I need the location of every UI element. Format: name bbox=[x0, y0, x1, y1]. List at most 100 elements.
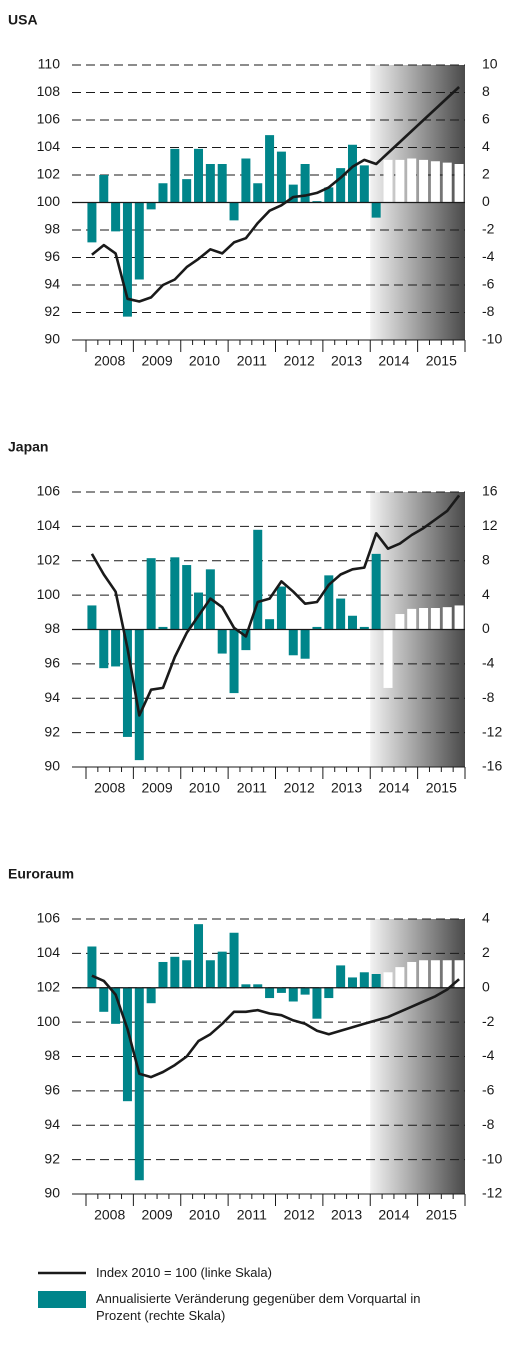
x-tick-label: 2008 bbox=[94, 353, 125, 369]
legend-bar-label: Annualisierte Veränderung gegenüber dem … bbox=[96, 1291, 421, 1323]
y-tick-label: 102 bbox=[37, 551, 61, 567]
y-tick-label: 104 bbox=[37, 517, 61, 533]
x-tick-label: 2013 bbox=[331, 1207, 362, 1223]
y2-tick-label: 10 bbox=[482, 56, 498, 72]
bar bbox=[395, 159, 405, 203]
y-tick-label: 94 bbox=[44, 689, 60, 705]
y-tick-label: 92 bbox=[44, 1150, 60, 1166]
bar bbox=[217, 951, 227, 988]
bar bbox=[205, 164, 215, 203]
bar bbox=[241, 158, 251, 203]
bar bbox=[336, 598, 346, 630]
y-tick-label: 90 bbox=[44, 1185, 60, 1201]
y2-tick-label: 8 bbox=[482, 83, 490, 99]
x-tick-label: 2011 bbox=[237, 353, 267, 369]
x-tick-label: 2011 bbox=[237, 1207, 267, 1223]
bar bbox=[288, 184, 298, 203]
bar bbox=[111, 629, 121, 667]
y2-tick-label: -6 bbox=[482, 276, 495, 292]
bar bbox=[265, 135, 275, 203]
bar bbox=[300, 629, 310, 659]
bar bbox=[347, 144, 357, 203]
y-tick-label: 110 bbox=[38, 56, 61, 72]
x-tick-label: 2010 bbox=[189, 1207, 220, 1223]
y2-tick-label: -4 bbox=[482, 655, 495, 671]
bar bbox=[442, 162, 452, 203]
y2-tick-label: 6 bbox=[482, 111, 490, 127]
x-tick-label: 2009 bbox=[141, 780, 172, 796]
bar bbox=[146, 558, 156, 630]
bar bbox=[229, 932, 239, 988]
bar bbox=[276, 987, 286, 993]
bar bbox=[87, 202, 97, 243]
y2-tick-label: -12 bbox=[482, 1185, 502, 1201]
bar bbox=[336, 168, 346, 203]
bar bbox=[430, 161, 440, 203]
y2-tick-label: -8 bbox=[482, 1116, 495, 1132]
bar bbox=[407, 961, 417, 988]
x-tick-label: 2010 bbox=[189, 780, 220, 796]
y2-tick-label: -4 bbox=[482, 248, 495, 264]
bar bbox=[182, 179, 192, 203]
bar bbox=[383, 972, 393, 988]
x-tick-label: 2014 bbox=[378, 1207, 409, 1223]
y-tick-label: 94 bbox=[44, 276, 60, 292]
bar bbox=[253, 529, 263, 630]
bar bbox=[359, 626, 369, 630]
bar bbox=[194, 924, 204, 988]
bar bbox=[276, 151, 286, 203]
y-tick-label: 98 bbox=[44, 1047, 60, 1063]
bar bbox=[158, 183, 168, 203]
bar bbox=[194, 148, 204, 203]
bar bbox=[182, 960, 192, 988]
x-tick-label: 2014 bbox=[378, 780, 409, 796]
legend-bar-swatch bbox=[38, 1291, 86, 1308]
bar bbox=[134, 987, 144, 1181]
y-tick-label: 98 bbox=[44, 620, 60, 636]
y-tick-label: 106 bbox=[37, 910, 61, 926]
y2-tick-label: 8 bbox=[482, 551, 490, 567]
bar bbox=[111, 987, 121, 1024]
bar bbox=[194, 592, 204, 630]
bar bbox=[371, 202, 381, 218]
bar bbox=[170, 148, 180, 203]
bar bbox=[442, 960, 452, 988]
bar bbox=[122, 987, 132, 1102]
y2-tick-label: 0 bbox=[482, 193, 490, 209]
bar bbox=[170, 956, 180, 988]
x-tick-label: 2011 bbox=[237, 780, 267, 796]
y-tick-label: 104 bbox=[37, 944, 61, 960]
bar bbox=[312, 201, 322, 203]
bar bbox=[87, 605, 97, 630]
y2-tick-label: 4 bbox=[482, 138, 490, 154]
x-tick-label: 2010 bbox=[189, 353, 220, 369]
bar bbox=[99, 175, 109, 203]
y-tick-label: 96 bbox=[44, 248, 60, 264]
x-tick-label: 2012 bbox=[284, 353, 315, 369]
bar bbox=[229, 202, 239, 221]
x-tick-label: 2013 bbox=[331, 353, 362, 369]
bar bbox=[383, 629, 393, 688]
y-tick-label: 94 bbox=[44, 1116, 60, 1132]
bar bbox=[454, 605, 464, 630]
y-tick-label: 102 bbox=[37, 166, 61, 182]
y2-tick-label: -2 bbox=[482, 1013, 495, 1029]
bar bbox=[442, 607, 452, 630]
y2-tick-label: 4 bbox=[482, 586, 490, 602]
bar bbox=[276, 586, 286, 630]
bar bbox=[371, 974, 381, 988]
x-tick-label: 2008 bbox=[94, 1207, 125, 1223]
bar bbox=[419, 960, 429, 988]
index-line bbox=[90, 494, 461, 717]
y2-tick-label: 12 bbox=[482, 517, 498, 533]
bar bbox=[324, 187, 334, 203]
bar bbox=[241, 984, 251, 988]
bar bbox=[288, 629, 298, 656]
bar bbox=[430, 960, 440, 988]
y-tick-label: 96 bbox=[44, 1082, 60, 1098]
x-tick-label: 2009 bbox=[141, 353, 172, 369]
y-tick-label: 108 bbox=[37, 83, 61, 99]
y2-tick-label: -12 bbox=[482, 723, 502, 739]
y2-tick-label: -6 bbox=[482, 1082, 495, 1098]
